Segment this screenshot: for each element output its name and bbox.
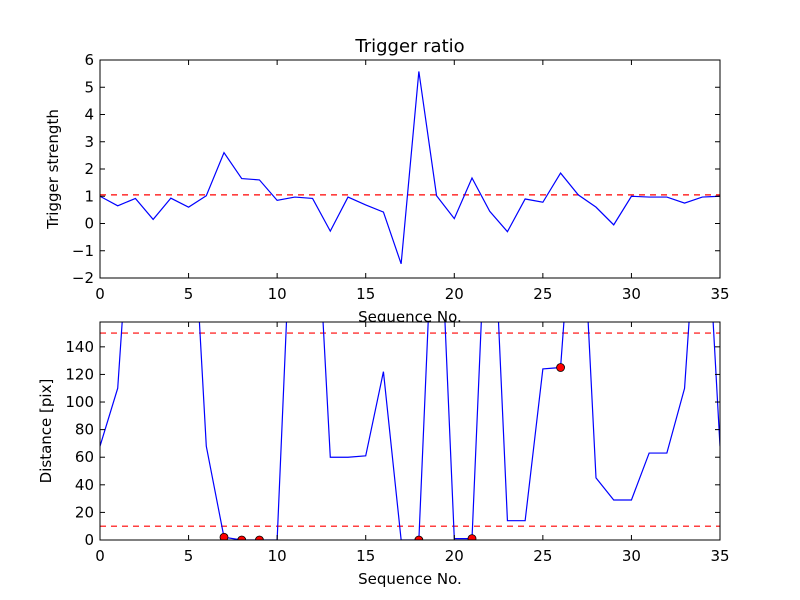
x-tick-label: 30 [622, 285, 641, 303]
x-tick-label: 10 [268, 547, 287, 565]
x-tick-label: 15 [356, 547, 375, 565]
x-axis-label: Sequence No. [358, 570, 462, 588]
axis-ticks: 0 5 10 15 20 25 30 35 0 20 40 60 80 100 120 140 [65, 322, 730, 565]
x-tick-label: 0 [95, 285, 105, 303]
data-point-marker [237, 535, 247, 540]
y-axis-label: Trigger strength [44, 109, 62, 230]
x-tick-label: 20 [445, 547, 464, 565]
y-tick-label: 2 [84, 160, 94, 178]
axes-frame [99, 321, 721, 541]
plot-area [100, 322, 720, 540]
y-tick-label: 3 [84, 133, 94, 151]
x-tick-label: 15 [356, 285, 375, 303]
y-tick-label: 80 [75, 421, 94, 439]
y-tick-label: 60 [75, 448, 94, 466]
y-tick-label: 140 [65, 338, 94, 356]
x-tick-label: 5 [184, 285, 194, 303]
y-tick-label: 0 [84, 215, 94, 233]
y-tick-label: 4 [84, 106, 94, 124]
y-tick-label: 1 [84, 187, 94, 205]
series-line [100, 322, 720, 540]
y-tick-label: −2 [72, 269, 94, 287]
x-tick-label: 35 [710, 547, 729, 565]
y-tick-label: −1 [72, 242, 94, 260]
x-tick-label: 5 [184, 547, 194, 565]
x-tick-label: 25 [533, 547, 552, 565]
data-point-marker [255, 535, 264, 540]
series-line [100, 71, 720, 265]
x-tick-label: 0 [95, 547, 105, 565]
data-point-marker [414, 535, 424, 540]
y-tick-label: 0 [84, 531, 94, 549]
chart-title: Trigger ratio [354, 36, 464, 57]
x-tick-label: 35 [710, 285, 729, 303]
plot-background [100, 322, 720, 540]
x-tick-label: 25 [533, 285, 552, 303]
y-tick-label: 120 [65, 365, 94, 383]
y-axis-label: Distance [pix] [37, 379, 55, 484]
y-tick-label: 6 [84, 51, 94, 69]
subplot-distance: 0 5 10 15 20 25 30 35 0 20 40 60 80 100 120 140 Sequenc… [37, 321, 730, 588]
y-tick-label: 5 [84, 78, 94, 96]
data-point-marker [556, 363, 565, 372]
data-point-marker [219, 532, 229, 540]
y-tick-label: 20 [75, 503, 94, 521]
y-tick-label: 40 [75, 476, 94, 494]
x-tick-label: 20 [445, 285, 464, 303]
y-tick-label: 100 [65, 393, 94, 411]
x-tick-label: 10 [268, 285, 287, 303]
x-tick-label: 30 [622, 547, 641, 565]
data-point-marker [467, 534, 477, 540]
plot-area [100, 71, 720, 265]
axis-ticks: 0 5 10 15 20 25 30 35 −2 −1 0 1 2 3 4 5 6 [72, 51, 730, 303]
subplot-trigger-ratio: Trigger ratio 0 5 10 15 20 25 30 35−2−10123456 … [44, 36, 730, 326]
